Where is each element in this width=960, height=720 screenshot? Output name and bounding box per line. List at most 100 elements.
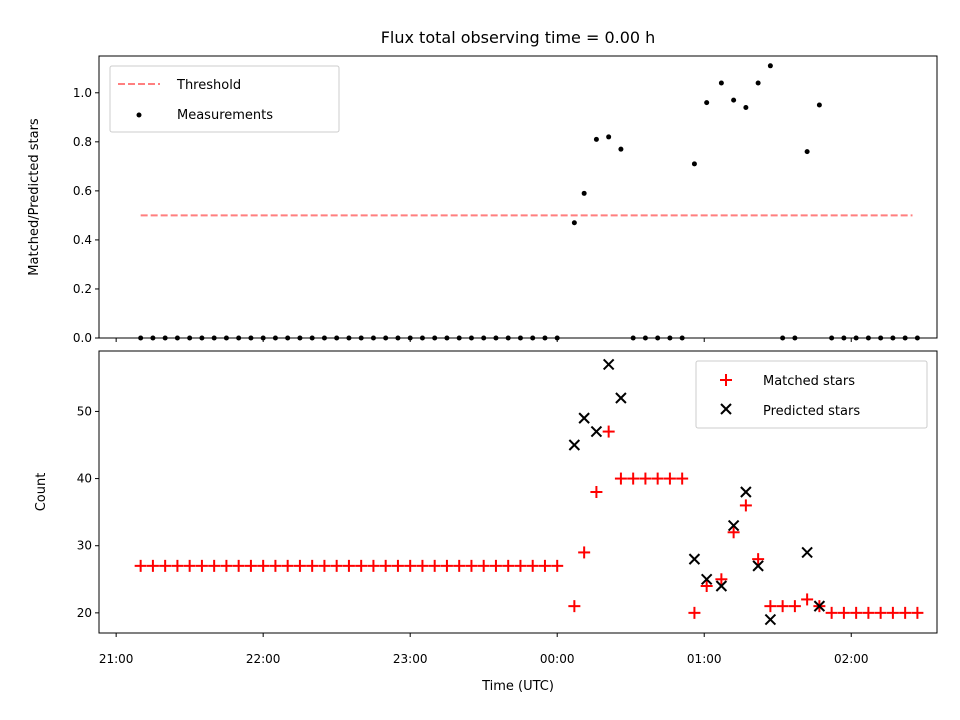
matched-star-point <box>453 559 466 572</box>
matched-star-point <box>171 559 184 572</box>
predicted-star-point <box>568 439 581 451</box>
x-axis-label: Time (UTC) <box>481 679 554 694</box>
matched-star-point <box>257 559 270 572</box>
bottom-y-tick-label: 40 <box>77 472 92 486</box>
matched-star-point <box>440 559 453 572</box>
matched-star-point <box>502 559 515 572</box>
matched-star-point <box>776 600 789 613</box>
matched-star-point <box>739 499 752 512</box>
top-y-axis-label: Matched/Predicted stars <box>27 118 42 276</box>
predicted-star-point <box>813 600 826 612</box>
matched-star-point <box>602 425 615 438</box>
matched-star-point <box>404 559 417 572</box>
matched-star-point <box>330 559 343 572</box>
measurement-point <box>767 63 773 69</box>
matched-star-point <box>568 600 581 613</box>
x-tick-label: 02:00 <box>834 652 869 666</box>
matched-star-point <box>551 559 564 572</box>
predicted-star-point <box>615 392 627 404</box>
legend-threshold-label: Threshold <box>176 78 241 93</box>
matched-star-point <box>159 559 172 572</box>
matched-star-point <box>293 559 306 572</box>
matched-star-point <box>727 526 740 539</box>
bottom-axes-frame <box>98 350 938 634</box>
legend-measurements-swatch <box>136 112 142 118</box>
predicted-star-point <box>715 580 728 592</box>
matched-star-point <box>220 559 233 572</box>
matched-star-point <box>801 593 814 606</box>
top-y-tick-label: 1.0 <box>73 86 92 100</box>
bottom-y-axis-label: Count <box>34 473 49 512</box>
predicted-star-point <box>752 560 764 572</box>
predicted-star-point <box>801 546 813 559</box>
predicted-star-point <box>740 486 752 498</box>
measurement-point <box>718 80 724 86</box>
matched-star-point <box>688 606 701 619</box>
matched-star-point <box>886 606 899 619</box>
measurement-point <box>618 146 624 152</box>
matched-star-point <box>526 559 539 572</box>
bottom-series <box>134 358 924 626</box>
matched-star-point <box>244 559 257 572</box>
matched-star-point <box>825 606 838 619</box>
matched-star-point <box>639 472 652 485</box>
top-axes-frame <box>98 55 938 339</box>
matched-star-point <box>342 559 355 572</box>
top-panel: 0.0 0.2 0.4 0.6 0.8 1.0 Matched/Predicted sta… <box>27 55 938 345</box>
predicted-star-point <box>700 573 713 585</box>
measurement-point <box>755 80 761 86</box>
matched-star-point <box>676 472 689 485</box>
matched-star-point <box>391 559 404 572</box>
bottom-legend: Matched stars Predicted stars <box>695 360 928 429</box>
predicted-star-point <box>727 519 740 532</box>
matched-star-point <box>318 559 331 572</box>
matched-star-point <box>627 472 640 485</box>
measurement-point <box>704 100 710 106</box>
matched-star-point <box>764 600 777 613</box>
matched-star-point <box>232 559 245 572</box>
top-y-tick-label: 0.2 <box>73 282 92 296</box>
matched-star-point <box>146 559 159 572</box>
measurement-point <box>731 97 737 103</box>
matched-star-point <box>208 559 221 572</box>
matched-star-point <box>183 559 196 572</box>
matched-star-point <box>700 580 713 592</box>
matched-star-point <box>477 559 490 572</box>
x-tick-label: 23:00 <box>393 652 428 666</box>
matched-star-point <box>428 559 441 572</box>
measurement-point <box>606 134 612 140</box>
matched-star-point <box>134 559 147 572</box>
measurement-point <box>571 220 577 226</box>
measurement-point <box>816 102 822 108</box>
x-tick-label: 21:00 <box>99 652 134 666</box>
top-axis-ticks: 0.0 0.2 0.4 0.6 0.8 1.0 <box>73 86 852 345</box>
matched-star-point <box>752 553 765 566</box>
measurement-point <box>593 136 599 142</box>
measurement-point <box>804 149 810 155</box>
matched-star-point <box>379 559 392 572</box>
matched-star-point <box>578 546 591 559</box>
x-tick-label: 00:00 <box>540 652 575 666</box>
matched-star-point <box>862 606 875 619</box>
bottom-y-tick-label: 50 <box>77 404 92 418</box>
matched-star-point <box>306 559 319 572</box>
matched-star-point <box>489 559 502 572</box>
bottom-y-tick-label: 20 <box>77 606 92 620</box>
x-tick-label: 01:00 <box>687 652 722 666</box>
matched-star-point <box>195 559 208 572</box>
measurement-point <box>743 104 749 110</box>
top-y-tick-label: 0.0 <box>73 331 92 345</box>
top-y-tick-label: 0.8 <box>73 135 92 149</box>
matched-star-point <box>590 486 603 498</box>
matched-star-point <box>281 559 294 572</box>
matched-star-point <box>663 472 676 485</box>
bottom-y-tick-label: 30 <box>77 539 92 553</box>
top-y-tick-label: 0.6 <box>73 184 92 198</box>
matched-star-point <box>788 600 801 613</box>
matched-star-point <box>837 606 850 619</box>
matched-star-point <box>355 559 368 572</box>
matched-star-point <box>874 606 887 619</box>
predicted-star-point <box>578 412 590 424</box>
matched-star-point <box>651 472 664 485</box>
matched-star-point <box>465 559 478 572</box>
